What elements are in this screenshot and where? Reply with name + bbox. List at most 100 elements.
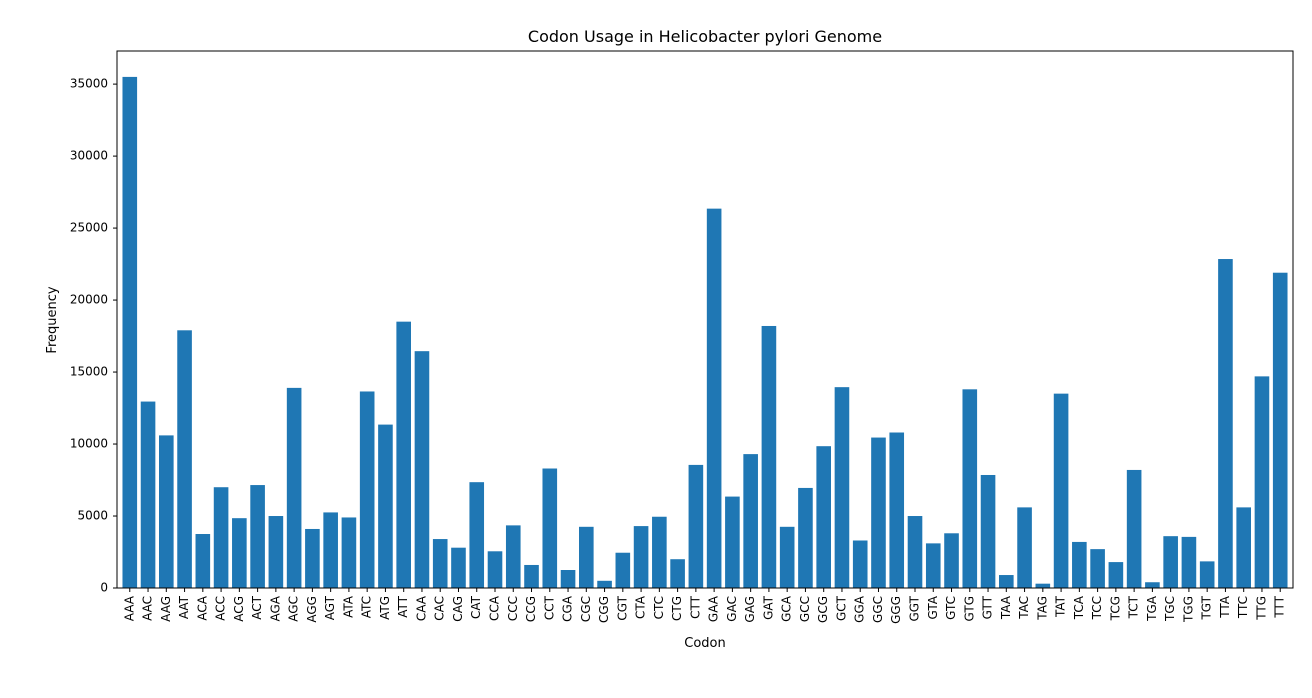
bar-gac	[725, 496, 740, 588]
bar-tac	[1017, 507, 1032, 588]
x-tick-label: GTA	[926, 595, 940, 619]
y-tick-label: 20000	[70, 293, 108, 307]
bar-gtc	[944, 533, 959, 588]
bar-gtg	[962, 389, 978, 588]
y-tick-label: 15000	[70, 365, 108, 379]
x-tick-label: GCA	[780, 595, 794, 622]
bar-tgc	[1163, 536, 1178, 588]
x-tick-label: ACA	[195, 595, 209, 620]
x-tick-label: GAT	[761, 595, 775, 620]
bar-ctg	[670, 559, 685, 588]
bar-cat	[469, 482, 485, 588]
x-tick-label: AGT	[323, 595, 337, 620]
x-axis-label: Codon	[684, 636, 725, 651]
y-tick-label: 0	[100, 581, 108, 595]
bar-ggc	[871, 437, 886, 588]
y-axis-ticks: 0 5000 10000 15000 20000 25000 30000 35000	[70, 77, 117, 595]
bar-gaa	[706, 208, 722, 588]
x-tick-label: TAG	[1035, 596, 1049, 621]
bar-aac	[140, 401, 156, 588]
x-tick-label: GGT	[908, 595, 922, 621]
bar-cgc	[579, 526, 594, 588]
x-tick-label: CGT	[615, 595, 629, 620]
x-tick-label: AAC	[141, 596, 155, 621]
bar-ttt	[1272, 272, 1288, 588]
bar-ctt	[688, 464, 704, 588]
bar-atg	[378, 424, 393, 588]
bar-atc	[359, 391, 375, 588]
bar-cga	[560, 570, 576, 588]
x-tick-label: TTG	[1254, 596, 1268, 621]
x-tick-label: TGA	[1145, 595, 1159, 622]
x-tick-label: GCC	[798, 596, 812, 622]
x-tick-label: AAA	[122, 595, 136, 621]
bar-tga	[1145, 582, 1160, 588]
x-tick-label: GGG	[889, 596, 903, 624]
x-tick-label: CGA	[561, 595, 575, 622]
x-tick-label: ATA	[341, 595, 355, 618]
bar-ttg	[1254, 376, 1270, 588]
bar-cct	[542, 468, 558, 588]
x-tick-label: GGC	[871, 596, 885, 623]
bar-gag	[743, 454, 758, 588]
plot-area-frame	[116, 50, 1294, 589]
bar-cac	[432, 539, 448, 588]
x-tick-label: ATT	[396, 595, 410, 617]
bar-cgg	[597, 580, 612, 588]
bar-tat	[1053, 393, 1069, 588]
bar-caa	[414, 351, 430, 588]
x-tick-label: ACC	[214, 596, 228, 621]
x-tick-label: TTC	[1236, 596, 1250, 619]
bar-tct	[1126, 469, 1142, 588]
bar-aaa	[122, 76, 138, 588]
x-tick-label: GAG	[743, 596, 757, 623]
bar-ccg	[524, 564, 539, 588]
bar-ccc	[505, 525, 521, 588]
bar-aag	[159, 435, 174, 588]
x-tick-label: CGC	[579, 596, 593, 622]
x-tick-label: CCT	[542, 595, 556, 620]
x-tick-label: GGA	[853, 595, 867, 623]
y-tick-label: 35000	[70, 77, 108, 91]
bars-group	[122, 76, 1288, 588]
bar-tcc	[1090, 549, 1105, 588]
x-tick-label: AGC	[287, 596, 301, 622]
bar-tag	[1035, 583, 1051, 588]
x-tick-label: TAC	[1017, 596, 1031, 620]
bar-cag	[451, 547, 466, 588]
bar-gta	[925, 543, 941, 588]
x-tick-label: TAA	[999, 595, 1013, 620]
x-tick-label: ATG	[378, 596, 392, 620]
x-tick-label: CAA	[414, 595, 428, 621]
x-tick-label: TCA	[1072, 595, 1086, 620]
bar-cgt	[615, 552, 631, 588]
bar-act	[250, 485, 265, 588]
bar-gtt	[980, 474, 996, 588]
x-tick-label: CTA	[634, 595, 648, 619]
bar-ata	[341, 517, 357, 588]
bar-cta	[633, 526, 649, 588]
bar-ctc	[652, 516, 667, 588]
x-tick-label: GCG	[816, 596, 830, 623]
x-tick-label: CTC	[652, 596, 666, 619]
x-tick-label: CGG	[597, 596, 611, 623]
y-tick-label: 25000	[70, 221, 108, 235]
x-tick-label: TAT	[1054, 595, 1068, 618]
x-tick-label: CAT	[469, 595, 483, 619]
bar-acc	[213, 487, 229, 588]
x-tick-label: TCC	[1090, 596, 1104, 620]
bar-aca	[195, 534, 211, 588]
x-tick-label: CCC	[506, 596, 520, 621]
y-tick-label: 5000	[77, 509, 108, 523]
bar-aga	[268, 516, 284, 588]
x-tick-label: TTT	[1273, 595, 1287, 618]
bar-tta	[1218, 259, 1233, 588]
bar-agc	[286, 387, 302, 588]
x-axis-ticks: AAA AAC AAG AAT ACA ACC ACG ACT AGA AGC AGG AGT ATA A…	[122, 588, 1287, 624]
bar-ttc	[1236, 507, 1251, 588]
x-tick-label: AGA	[268, 595, 282, 621]
bar-aat	[177, 330, 192, 588]
bar-taa	[999, 575, 1014, 588]
